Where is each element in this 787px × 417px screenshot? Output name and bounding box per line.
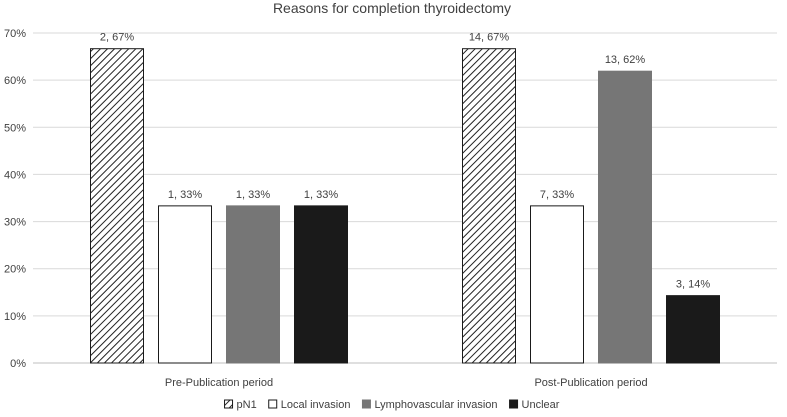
- data-label: 14, 67%: [469, 32, 510, 44]
- y-tick-label: 10%: [4, 311, 26, 323]
- chart-title: Reasons for completion thyroidectomy: [273, 0, 511, 16]
- legend-label: pN1: [237, 399, 257, 411]
- data-label: 7, 33%: [540, 189, 574, 201]
- data-label: 3, 14%: [676, 279, 710, 291]
- bar-lymphovascular-invasion: [598, 70, 652, 364]
- legend-label: Local invasion: [281, 399, 351, 411]
- data-label: 1, 33%: [304, 189, 338, 201]
- legend-swatch: [224, 399, 234, 409]
- bar-local-invasion: [530, 205, 584, 364]
- bar-pn1: [90, 48, 144, 364]
- bar-local-invasion: [158, 205, 212, 364]
- x-tick-label: Pre-Publication period: [165, 377, 273, 389]
- y-tick-label: 0%: [10, 358, 26, 370]
- data-label: 1, 33%: [168, 189, 202, 201]
- bars: [90, 48, 720, 364]
- bar-pn1: [462, 48, 516, 364]
- legend-label: Unclear: [522, 399, 560, 411]
- legend-item: Unclear: [509, 399, 560, 411]
- legend-swatch: [509, 399, 519, 409]
- legend-swatch: [268, 399, 278, 409]
- legend: pN1 Local invasion Lymphovascular invasion…: [224, 399, 560, 411]
- data-label: 13, 62%: [605, 54, 646, 66]
- x-axis-ticks: Pre-Publication period Post-Publication p…: [165, 377, 648, 389]
- y-axis-ticks: 0% 10% 20% 30% 40% 50% 60% 70%: [4, 28, 26, 370]
- data-label: 1, 33%: [236, 189, 270, 201]
- y-tick-label: 40%: [4, 169, 26, 181]
- y-tick-label: 60%: [4, 75, 26, 87]
- x-tick-label: Post-Publication period: [534, 377, 647, 389]
- y-tick-label: 30%: [4, 217, 26, 229]
- data-label: 2, 67%: [100, 32, 134, 44]
- y-tick-label: 70%: [4, 28, 26, 40]
- legend-item: Lymphovascular invasion: [361, 399, 498, 411]
- data-labels: 2, 67% 1, 33% 1, 33% 1, 33% 14, 67% 7, 33% 13,…: [100, 32, 710, 291]
- legend-item: Local invasion: [268, 399, 351, 411]
- bar-unclear: [666, 295, 720, 364]
- y-tick-label: 50%: [4, 122, 26, 134]
- gridlines: [33, 32, 777, 364]
- bar-lymphovascular-invasion: [226, 205, 280, 364]
- bar-unclear: [294, 205, 348, 364]
- legend-item: pN1: [224, 399, 257, 411]
- legend-label: Lymphovascular invasion: [374, 399, 497, 411]
- legend-swatch: [361, 399, 371, 409]
- y-tick-label: 20%: [4, 264, 26, 276]
